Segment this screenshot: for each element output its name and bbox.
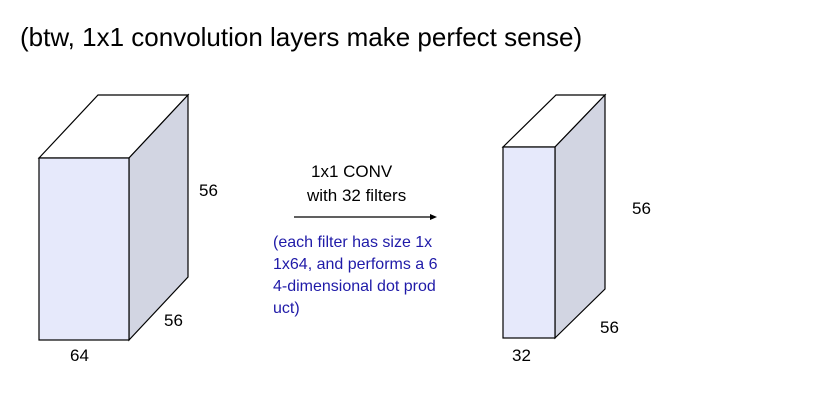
- input-width-label: 56: [164, 311, 183, 330]
- input-volume-front-face: [38, 157, 130, 341]
- output-volume: [501, 93, 607, 340]
- input-depth-label: 64: [70, 346, 89, 365]
- filter-note-line: uct): [273, 300, 300, 317]
- filter-note-line: (each filter has size 1x: [273, 234, 433, 251]
- input-volume: [37, 93, 190, 342]
- filter-note-line: 4-dimensional dot prod: [273, 278, 436, 295]
- output-width-label: 56: [600, 318, 619, 337]
- filter-note: (each filter has size 1x 1x64, and perfo…: [273, 232, 513, 320]
- conv-arrow: [294, 214, 437, 220]
- output-depth-label: 32: [512, 346, 531, 365]
- conv-operation-line2: with 32 filters: [307, 186, 407, 205]
- page-title: (btw, 1x1 convolution layers make perfec…: [20, 22, 583, 52]
- output-height-label: 56: [632, 199, 651, 218]
- input-height-label: 56: [199, 181, 218, 200]
- output-volume-front-face: [502, 146, 556, 339]
- conv-operation-line1: 1x1 CONV: [311, 162, 393, 181]
- filter-note-line: 1x64, and performs a 6: [273, 256, 438, 273]
